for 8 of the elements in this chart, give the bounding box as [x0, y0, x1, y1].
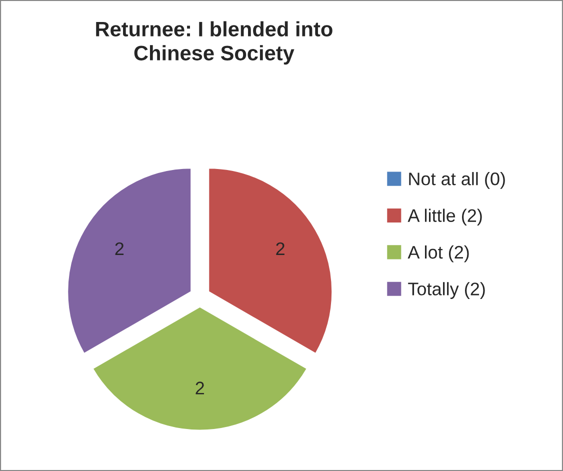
data-label: 2 — [196, 382, 204, 394]
data-label: 2 — [276, 242, 284, 255]
chart-title: Returnee: I blended into Chinese Society — [96, 21, 332, 65]
legend-label: A little (2) — [408, 208, 482, 226]
legend-label: A lot (2) — [408, 245, 469, 262]
legend-label: Totally (2) — [408, 282, 485, 299]
legend-label: Not at all (0) — [409, 172, 505, 189]
data-label: 2 — [115, 242, 124, 255]
